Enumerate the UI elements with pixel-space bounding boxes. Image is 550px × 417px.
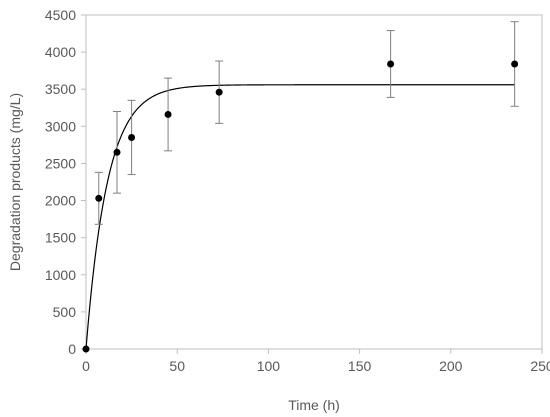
x-tick-label: 250 <box>530 358 550 374</box>
y-tick-label: 3000 <box>45 118 76 134</box>
data-point <box>128 133 136 141</box>
y-tick-label: 4500 <box>45 7 76 23</box>
plot-frame <box>85 14 543 350</box>
data-point <box>113 148 121 156</box>
data-points <box>82 60 519 353</box>
data-point <box>164 110 172 118</box>
x-tick-label: 200 <box>439 358 463 374</box>
x-tick-label: 150 <box>348 358 372 374</box>
y-tick-label: 0 <box>68 341 76 357</box>
y-tick-label: 2500 <box>45 155 76 171</box>
data-point <box>511 60 519 68</box>
data-point <box>95 194 103 202</box>
data-point <box>215 88 223 96</box>
x-axis-title: Time (h) <box>288 397 340 413</box>
data-point <box>387 60 395 68</box>
x-tick-label: 100 <box>257 358 281 374</box>
y-axis-ticks: 0 500 1000 1500 2000 2500 3000 3500 4000 4500 <box>45 7 86 357</box>
x-tick-label: 50 <box>169 358 185 374</box>
x-axis-ticks: 0 50 100 150 200 250 <box>82 349 550 374</box>
data-point <box>82 345 90 353</box>
y-axis-title: Degradation products (mg/L) <box>7 93 23 271</box>
y-tick-label: 1000 <box>45 267 76 283</box>
error-bars <box>94 21 519 225</box>
y-tick-label: 1500 <box>45 230 76 246</box>
y-tick-label: 3500 <box>45 81 76 97</box>
fit-curve <box>85 84 515 350</box>
y-tick-label: 4000 <box>45 44 76 60</box>
y-tick-label: 500 <box>53 304 77 320</box>
y-tick-label: 2000 <box>45 193 76 209</box>
x-tick-label: 0 <box>82 358 90 374</box>
